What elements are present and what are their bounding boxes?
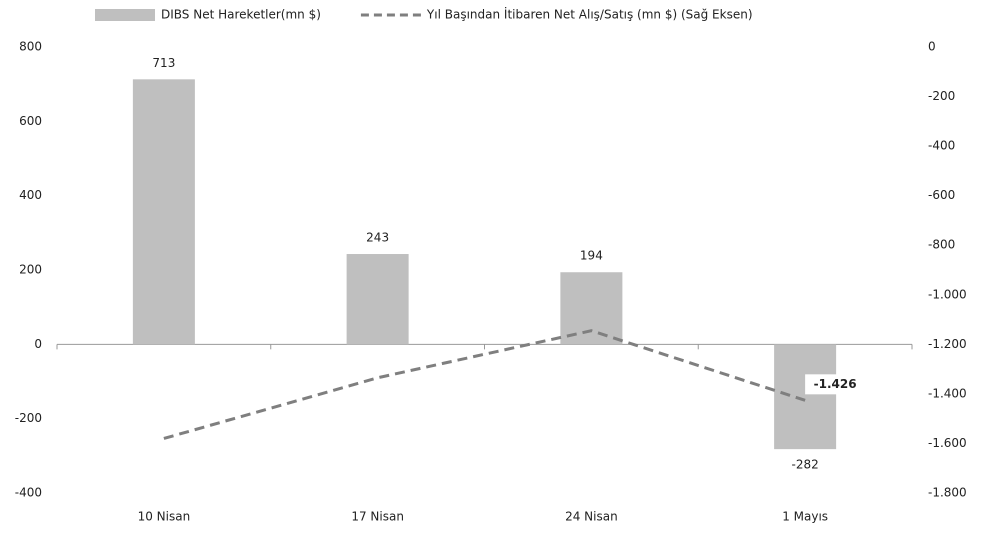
x-tick-label: 24 Nisan — [565, 510, 618, 524]
y-tick-label: -400 — [15, 486, 42, 500]
y2-tick-label: -600 — [928, 188, 955, 202]
value-label-bg — [805, 374, 866, 395]
bar — [132, 79, 195, 345]
bar-value-label: -282 — [792, 458, 819, 472]
y2-tick-label: 0 — [928, 40, 936, 54]
y-tick-label: 800 — [19, 40, 42, 54]
y2-tick-label: -400 — [928, 139, 955, 153]
bar — [560, 272, 623, 345]
y2-tick-label: -1.800 — [928, 486, 967, 500]
y2-tick-label: -1.600 — [928, 436, 967, 450]
line — [163, 329, 806, 440]
y-tick-label: 200 — [19, 263, 42, 277]
line-value-label: -1.426 — [814, 377, 857, 391]
y2-tick-label: -200 — [928, 89, 955, 103]
y2-tick-label: -1.000 — [928, 287, 967, 301]
x-tick-label: 10 Nisan — [138, 510, 191, 524]
x-tick-label: 17 Nisan — [351, 510, 404, 524]
bar — [346, 254, 409, 345]
bar-value-label: 243 — [366, 231, 389, 245]
y2-tick-label: -1.200 — [928, 337, 967, 351]
legend-label: Yıl Başından İtibaren Net Alış/Satış (mn… — [426, 7, 753, 22]
y-tick-label: 600 — [19, 114, 42, 128]
legend-label: DIBS Net Hareketler(mn $) — [161, 8, 321, 22]
y2-tick-label: -800 — [928, 238, 955, 252]
bar-value-label: 713 — [152, 56, 175, 70]
legend-swatch — [95, 9, 155, 21]
y-tick-label: 0 — [34, 337, 42, 351]
bar — [774, 344, 837, 450]
y2-tick-label: -1.400 — [928, 386, 967, 400]
x-tick-label: 1 Mayıs — [782, 510, 828, 524]
bar-value-label: 194 — [580, 249, 603, 263]
y-tick-label: -200 — [15, 411, 42, 425]
y-tick-label: 400 — [19, 188, 42, 202]
